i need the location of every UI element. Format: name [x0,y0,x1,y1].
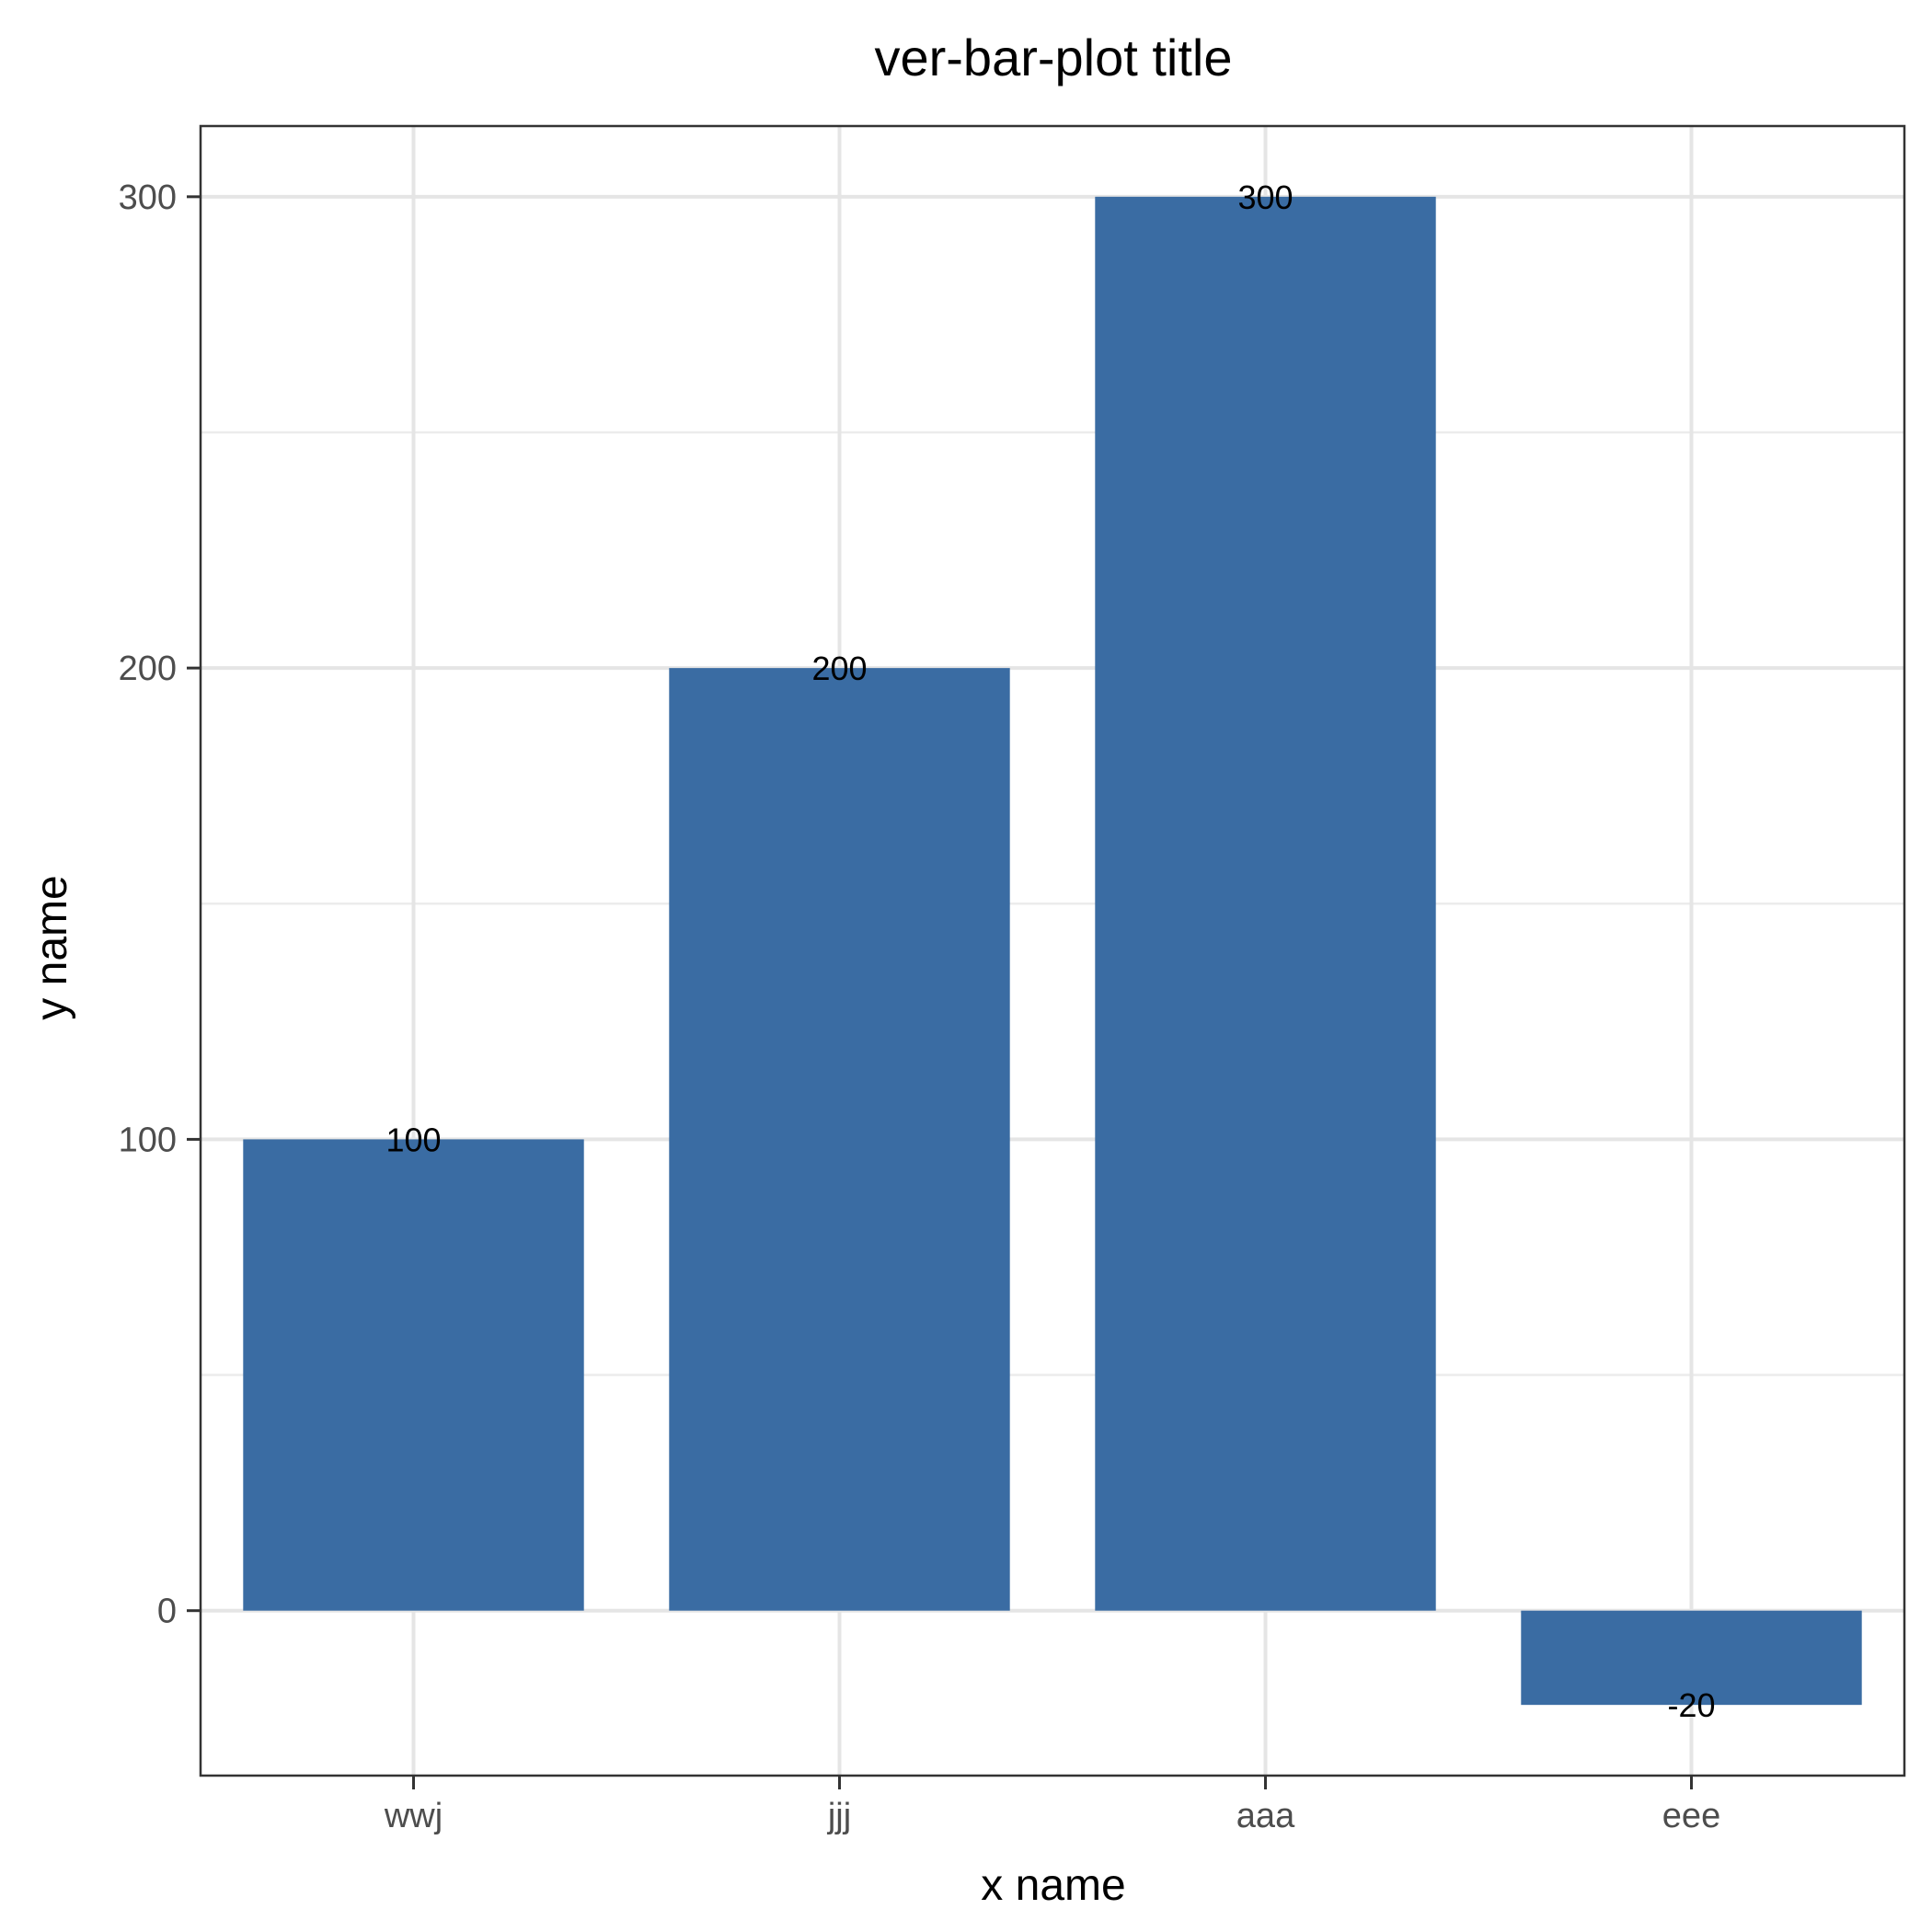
x-tick-label: wwj [384,1797,443,1835]
y-axis-title: y name [28,875,76,1019]
x-axis-title: x name [981,1861,1125,1910]
bar-eee [1521,1610,1862,1706]
x-tick-label: aaa [1236,1797,1295,1835]
bar-aaa [1095,196,1436,1611]
bars [243,196,1862,1706]
chart-title: ver-bar-plot title [874,29,1232,86]
y-axis: 0 100 200 300 [119,178,201,1631]
x-tick-label: jjj [827,1797,851,1835]
panel-border [199,124,1906,1777]
bar-jjj [669,668,1010,1611]
x-tick-label: eee [1662,1797,1720,1835]
y-tick-label: 0 [157,1593,177,1631]
y-tick-label: 300 [119,178,177,217]
y-tick-label: 200 [119,650,177,688]
x-axis: wwj jjj aaa eee [384,1776,1720,1835]
data-label-aaa: 300 [1237,178,1293,216]
y-tick-label: 100 [119,1121,177,1159]
data-label-eee: -20 [1667,1686,1715,1724]
bar-wwj [243,1139,584,1611]
data-label-jjj: 200 [811,650,867,687]
data-label-wwj: 100 [385,1121,441,1158]
data-labels: 100 200 300 -20 [385,178,1715,1724]
